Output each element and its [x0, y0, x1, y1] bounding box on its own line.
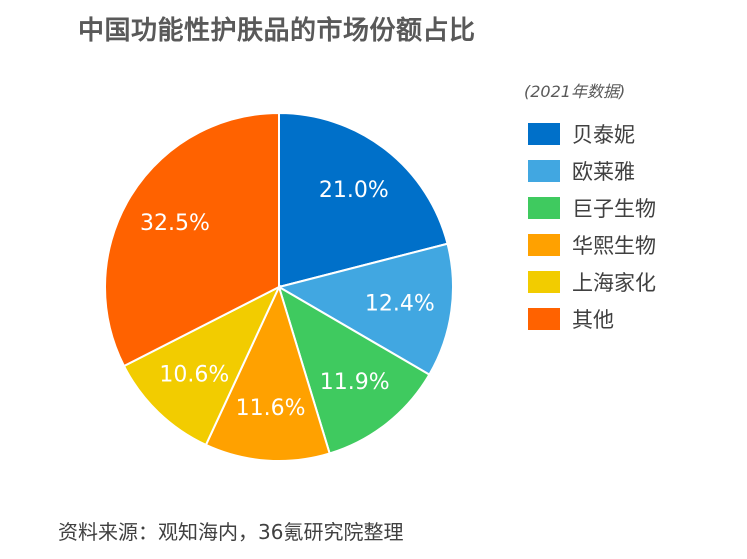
legend-item-3: 巨子生物: [528, 196, 656, 221]
legend-swatch: [528, 233, 560, 256]
legend-swatch: [528, 122, 560, 145]
legend-label: 巨子生物: [572, 196, 656, 221]
legend-label: 华熙生物: [572, 233, 656, 258]
legend-label: 上海家化: [572, 270, 656, 295]
legend-swatch: [528, 196, 560, 219]
slice-label-6: 32.5%: [140, 211, 210, 236]
pie-slice-6: [104, 111, 280, 368]
legend-item-2: 欧莱雅: [528, 159, 656, 184]
slice-label-1: 21.0%: [319, 178, 389, 203]
legend-item-4: 华熙生物: [528, 233, 656, 258]
source-note: 资料来源：观知海内，36氪研究院整理: [58, 520, 404, 544]
pie-slice-3: [277, 284, 431, 455]
legend: 贝泰妮欧莱雅巨子生物华熙生物上海家化其他: [528, 122, 656, 344]
slice-label-5: 10.6%: [159, 362, 229, 387]
legend-item-1: 贝泰妮: [528, 122, 656, 147]
pie-slice-5: [122, 284, 282, 447]
chart-subtitle: (2021年数据): [524, 82, 626, 101]
slice-label-4: 11.6%: [236, 396, 306, 421]
slice-label-3: 11.9%: [320, 370, 390, 395]
pie-slice-1: [278, 111, 449, 289]
legend-item-6: 其他: [528, 307, 656, 332]
pie-slice-2: [276, 242, 454, 376]
legend-swatch: [528, 270, 560, 293]
pie-slice-4: [204, 284, 331, 462]
legend-label: 贝泰妮: [572, 122, 635, 147]
legend-label: 其他: [572, 307, 614, 332]
legend-swatch: [528, 307, 560, 330]
legend-item-5: 上海家化: [528, 270, 656, 295]
legend-label: 欧莱雅: [572, 159, 635, 184]
legend-swatch: [528, 159, 560, 182]
chart-title: 中国功能性护肤品的市场份额占比: [78, 16, 476, 46]
slice-label-2: 12.4%: [365, 291, 435, 316]
